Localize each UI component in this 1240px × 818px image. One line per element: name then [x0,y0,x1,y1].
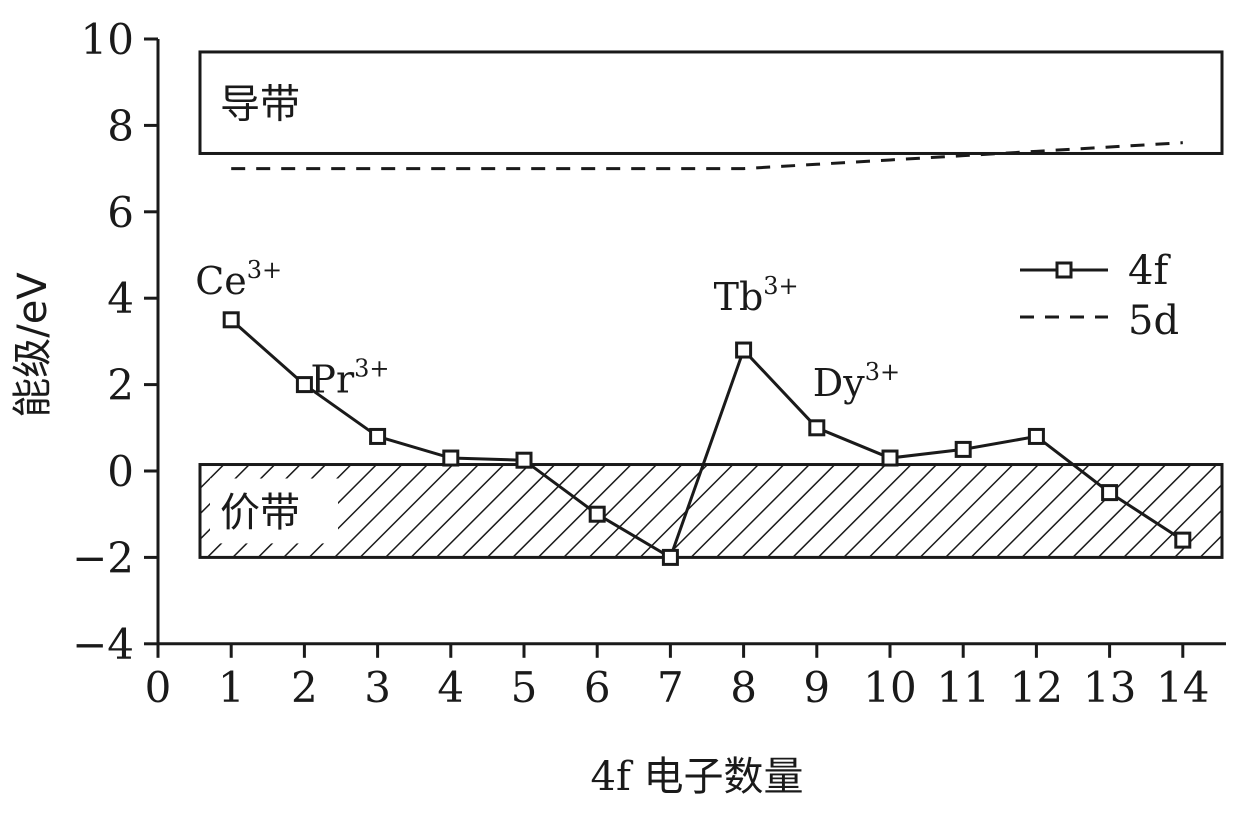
y-tick-label: 8 [107,101,134,150]
ion-label-dy: Dy3+ [813,358,900,405]
conduction-band-rect [198,50,1224,155]
x-tick-label: 10 [863,663,916,712]
x-axis-label: 4f 电子数量 [591,754,804,800]
valence-band-rect [198,463,1224,559]
x-tick-label: 4 [437,663,464,712]
series-4f-point [735,341,753,359]
series-layer [222,141,1192,566]
valence-band-label-bg [210,478,338,544]
x-tick-label: 1 [218,663,245,712]
x-tick-label: 11 [936,663,989,712]
series-4f-point [515,451,533,469]
y-axis-label: 能级/eV [10,272,56,418]
series-4f-point [954,440,972,458]
series-4f-point [588,505,606,523]
x-tick-label: 7 [657,663,684,712]
series-4f-point [442,449,460,467]
x-tick-label: 3 [364,663,391,712]
y-tick-label: 0 [107,447,134,496]
ion-label-base: Pr [310,358,355,402]
x-tick-label: 14 [1156,663,1209,712]
ion-labels-layer: Ce3+Pr3+Tb3+Dy3+ [195,256,900,405]
y-tick-label: 2 [107,361,134,410]
x-tick-label: 12 [1010,663,1063,712]
ion-label-charge: 3+ [354,355,389,383]
series-4f-point [295,376,313,394]
legend-5d-label: 5d [1128,298,1179,344]
ion-label-charge: 3+ [247,256,282,284]
ion-label-tb: Tb3+ [714,272,799,319]
series-4f-point [808,419,826,437]
series-4f-point [1174,531,1192,549]
y-tick-label: −2 [72,533,134,582]
legend-4f-marker [1055,261,1073,279]
conduction-band-label: 导带 [220,82,300,128]
legend: 4f 5d [1020,248,1179,344]
y-tick-label: 10 [81,15,134,64]
y-tick-label: 4 [107,274,134,323]
x-tick-label: 13 [1083,663,1136,712]
series-4f-point [1027,427,1045,445]
series-4f-point [222,311,240,329]
series-5d-line [231,141,1183,171]
series-4f-point [369,427,387,445]
y-tick-label: −4 [72,620,134,669]
ion-label-charge: 3+ [865,358,900,386]
x-tick-label: 6 [584,663,611,712]
ion-label-base: Dy [813,361,865,405]
ion-label-ce: Ce3+ [195,256,282,303]
y-tick-label: 6 [107,188,134,237]
legend-4f-label: 4f [1128,248,1171,294]
series-4f-point [881,449,899,467]
series-4f-point [661,548,679,566]
valence-band-label: 价带 [220,490,300,536]
ion-label-pr: Pr3+ [310,355,389,402]
ion-label-charge: 3+ [763,272,798,300]
x-tick-label: 9 [803,663,830,712]
ion-label-base: Tb [714,275,764,319]
x-tick-label: 5 [511,663,538,712]
x-tick-label: 8 [730,663,757,712]
ion-label-base: Ce [195,259,247,303]
series-4f-point [1101,484,1119,502]
series-4f-line [230,318,1184,560]
x-tick-label: 0 [145,663,172,712]
x-tick-label: 2 [291,663,318,712]
